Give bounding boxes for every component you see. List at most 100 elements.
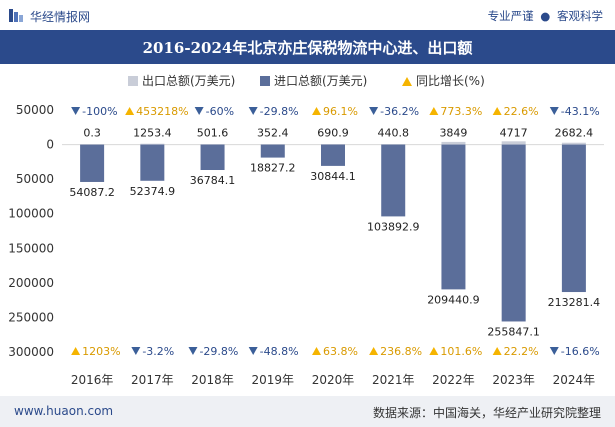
export-growth-up-icon <box>429 107 439 115</box>
slogan: 专业严谨 ● 客观科学 <box>488 8 603 24</box>
legend-export-label: 出口总额(万美元) <box>142 74 235 88</box>
y-tick-label: 250000 <box>8 310 54 324</box>
import-growth-down-icon <box>188 347 198 355</box>
import-bar <box>441 144 466 290</box>
bar-chart: 出口总额(万美元) 进口总额(万美元) 同比增长(%) 50000 0 50000 1000… <box>8 74 604 387</box>
y-tick-label: 200000 <box>8 276 54 290</box>
export-bar <box>381 144 406 145</box>
export-value-label: 501.6 <box>197 127 229 140</box>
x-tick-label: 2019年 <box>252 373 295 387</box>
import-bar <box>200 144 225 171</box>
export-value-label: 3849 <box>439 127 467 140</box>
import-bar <box>140 144 165 181</box>
x-tick-label: 2024年 <box>553 373 596 387</box>
import-growth-down-icon <box>131 347 141 355</box>
export-bar <box>501 141 526 145</box>
import-value-label: 30844.1 <box>310 170 356 183</box>
import-bar <box>321 144 345 166</box>
x-tick-label: 2020年 <box>312 373 355 387</box>
import-growth-label: -3.2% <box>142 345 174 358</box>
export-growth-label: 96.1% <box>323 105 358 118</box>
import-growth-label: 63.8% <box>323 345 358 358</box>
export-growth-label: -100% <box>82 105 117 118</box>
export-growth-label: -60% <box>206 105 234 118</box>
import-bar <box>260 144 285 158</box>
y-tick-label: 50000 <box>16 172 54 186</box>
import-value-label: 18827.2 <box>250 162 296 175</box>
import-growth-up-icon <box>312 347 321 355</box>
import-value-label: 209440.9 <box>427 293 480 306</box>
export-bar <box>561 142 586 145</box>
import-growth-label: -16.6% <box>561 345 600 358</box>
export-growth-down-icon <box>549 107 559 115</box>
x-tick-label: 2017年 <box>131 373 174 387</box>
export-value-label: 2682.4 <box>555 127 594 140</box>
export-growth-label: -36.2% <box>380 105 419 118</box>
y-tick-label: 0 <box>46 138 54 152</box>
website-link[interactable]: www.huaon.com <box>14 404 114 418</box>
legend-export-swatch <box>128 76 138 86</box>
import-value-label: 213281.4 <box>548 296 601 309</box>
y-tick-label: 50000 <box>16 103 54 117</box>
legend-growth-icon <box>402 77 412 86</box>
import-growth-up-icon <box>429 347 439 355</box>
import-value-label: 103892.9 <box>367 220 420 233</box>
y-tick-label: 150000 <box>8 241 54 255</box>
legend-growth-label: 同比增长(%) <box>416 74 485 88</box>
export-growth-label: 22.6% <box>504 105 539 118</box>
import-value-label: 36784.1 <box>190 174 236 187</box>
x-tick-label: 2016年 <box>71 373 114 387</box>
legend-import-label: 进口总额(万美元) <box>274 74 367 88</box>
import-growth-label: 236.8% <box>380 345 422 358</box>
export-bar <box>140 143 165 145</box>
y-tick-label: 300000 <box>8 345 54 359</box>
export-growth-up-icon <box>492 107 502 115</box>
import-growth-up-icon <box>71 347 81 355</box>
x-tick-label: 2023年 <box>492 373 535 387</box>
import-growth-label: -48.8% <box>260 345 299 358</box>
import-growth-down-icon <box>248 347 258 355</box>
import-growth-label: -29.8% <box>199 345 238 358</box>
export-value-label: 440.8 <box>377 127 409 140</box>
export-growth-up-icon <box>312 107 321 115</box>
import-growth-down-icon <box>549 347 559 355</box>
import-bar <box>80 144 105 182</box>
footer: www.huaon.com 数据来源：中国海关，华经产业研究院整理 <box>0 396 615 427</box>
export-value-label: 352.4 <box>257 127 289 140</box>
export-growth-down-icon <box>71 107 81 115</box>
slogan-right: 客观科学 <box>557 9 603 23</box>
export-growth-down-icon <box>248 107 258 115</box>
import-bar <box>501 144 526 322</box>
export-growth-label: -29.8% <box>260 105 299 118</box>
x-tick-label: 2022年 <box>432 373 475 387</box>
y-tick-label: 100000 <box>8 207 54 221</box>
x-tick-label: 2018年 <box>191 373 234 387</box>
export-value-label: 0.3 <box>83 127 101 140</box>
import-value-label: 255847.1 <box>487 325 540 338</box>
data-source: 数据来源：中国海关，华经产业研究院整理 <box>372 406 601 420</box>
import-value-label: 52374.9 <box>130 185 176 198</box>
import-growth-up-icon <box>369 347 379 355</box>
import-growth-label: 22.2% <box>504 345 539 358</box>
export-value-label: 4717 <box>500 127 528 140</box>
brand-logo-icon <box>9 9 23 22</box>
brand-name[interactable]: 华经情报网 <box>30 10 91 24</box>
export-value-label: 690.9 <box>317 127 349 140</box>
top-bar: 华经情报网 专业严谨 ● 客观科学 <box>0 0 615 30</box>
slogan-left: 专业严谨 <box>487 9 534 23</box>
export-bar <box>200 144 225 145</box>
chart-title: 2016-2024年北京亦庄保税物流中心进、出口额 <box>142 39 473 57</box>
export-growth-up-icon <box>125 107 135 115</box>
import-growth-label: 1203% <box>82 345 120 358</box>
export-growth-down-icon <box>369 107 379 115</box>
slogan-dot: ● <box>540 9 551 23</box>
export-value-label: 1253.4 <box>133 127 172 140</box>
import-growth-up-icon <box>492 347 502 355</box>
import-value-label: 54087.2 <box>69 186 115 199</box>
x-tick-label: 2021年 <box>372 373 415 387</box>
export-growth-label: 453218% <box>136 105 188 118</box>
export-growth-label: 773.3% <box>440 105 482 118</box>
import-growth-label: 101.6% <box>440 345 482 358</box>
export-bar <box>441 141 466 145</box>
